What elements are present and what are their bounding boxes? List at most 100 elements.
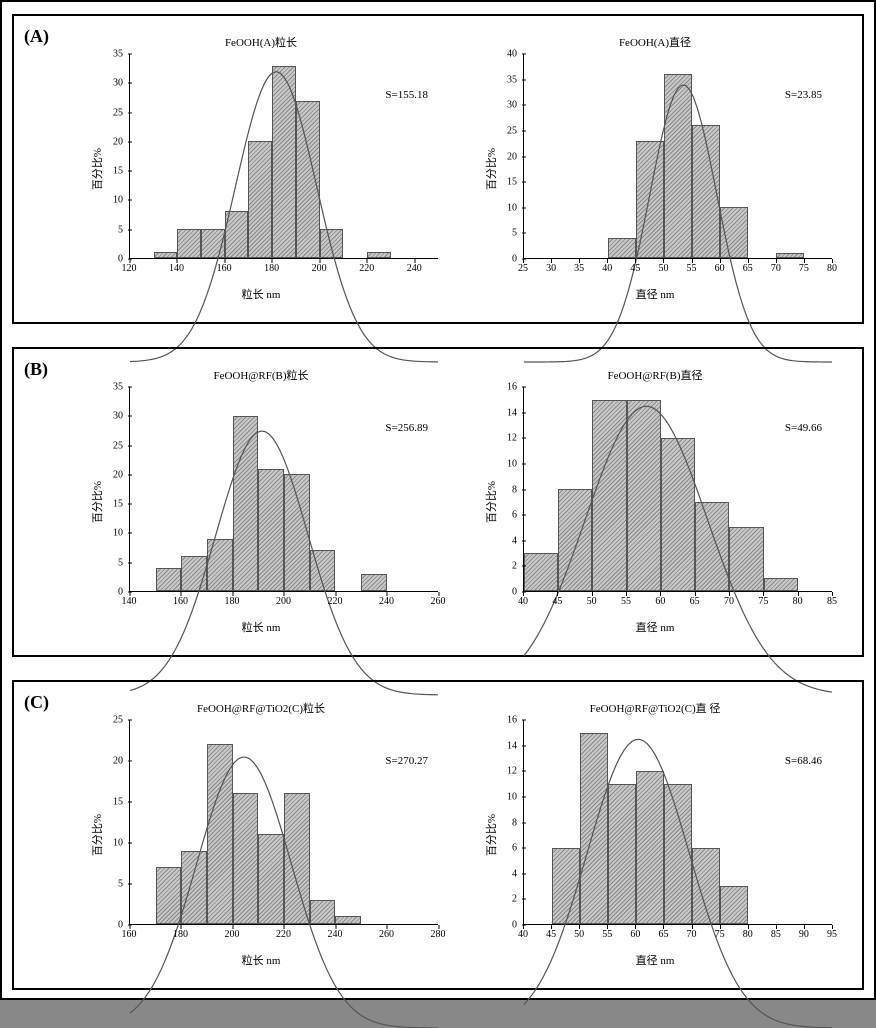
y-ticks: 0246810121416 <box>468 387 521 592</box>
x-tick: 70 <box>771 263 781 274</box>
y-tick: 10 <box>74 838 127 849</box>
y-tick: 12 <box>468 766 521 777</box>
x-tick: 40 <box>518 929 528 940</box>
x-tick: 50 <box>658 263 668 274</box>
x-tick: 80 <box>793 596 803 607</box>
figure-page: (A)FeOOH(A)粒长百分比%粒长 nm051015202530351201… <box>0 0 876 1000</box>
y-tick: 10 <box>468 791 521 802</box>
x-ticks: 253035404550556065707580 <box>523 259 832 274</box>
x-tick: 280 <box>431 929 446 940</box>
x-tick: 200 <box>225 929 240 940</box>
x-ticks: 160180200220240260280 <box>129 925 438 940</box>
y-tick: 20 <box>468 151 521 162</box>
y-tick: 20 <box>74 136 127 147</box>
x-tick: 95 <box>827 929 837 940</box>
x-tick: 55 <box>621 596 631 607</box>
y-tick: 35 <box>468 74 521 85</box>
x-tick: 80 <box>827 263 837 274</box>
y-tick: 10 <box>74 195 127 206</box>
x-tick: 75 <box>799 263 809 274</box>
y-tick: 20 <box>74 756 127 767</box>
y-tick: 30 <box>468 100 521 111</box>
y-tick: 0 <box>468 920 521 931</box>
row-C: (C)FeOOH@RF@TiO2(C)粒长百分比%粒长 nm0510152025… <box>12 680 864 990</box>
x-tick: 240 <box>328 929 343 940</box>
x-tick: 50 <box>574 929 584 940</box>
x-tick: 65 <box>658 929 668 940</box>
s-annotation: S=155.18 <box>385 89 428 101</box>
y-ticks: 0510152025303540 <box>468 54 521 259</box>
x-axis-label: 粒长 nm <box>74 619 448 635</box>
y-tick: 10 <box>468 202 521 213</box>
x-tick: 65 <box>743 263 753 274</box>
y-tick: 15 <box>74 797 127 808</box>
plot-area <box>523 720 832 925</box>
chart-panel: FeOOH@RF(B)粒长百分比%粒长 nm051015202530351401… <box>74 367 448 637</box>
y-tick: 15 <box>468 177 521 188</box>
y-tick: 40 <box>468 49 521 60</box>
x-tick: 220 <box>359 263 374 274</box>
y-tick: 8 <box>468 817 521 828</box>
s-annotation: S=68.46 <box>785 755 822 767</box>
x-tick: 50 <box>587 596 597 607</box>
x-tick: 65 <box>690 596 700 607</box>
y-tick: 30 <box>74 78 127 89</box>
y-tick: 0 <box>74 920 127 931</box>
x-tick: 85 <box>827 596 837 607</box>
plot-area <box>129 720 438 925</box>
plot-area <box>129 54 438 259</box>
y-tick: 35 <box>74 382 127 393</box>
y-ticks: 0246810121416 <box>468 720 521 925</box>
s-annotation: S=256.89 <box>385 422 428 434</box>
x-tick: 180 <box>173 929 188 940</box>
chart-panel: FeOOH@RF(B)直径百分比%直径 nm024681012141640455… <box>468 367 842 637</box>
x-tick: 35 <box>574 263 584 274</box>
x-tick: 220 <box>328 596 343 607</box>
x-axis-label: 直径 nm <box>468 952 842 968</box>
x-tick: 60 <box>715 263 725 274</box>
x-axis-label: 粒长 nm <box>74 286 448 302</box>
row-A: (A)FeOOH(A)粒长百分比%粒长 nm051015202530351201… <box>12 14 864 324</box>
chart-panel: FeOOH@RF@TiO2(C)粒长百分比%粒长 nm0510152025160… <box>74 700 448 970</box>
x-tick: 45 <box>552 596 562 607</box>
chart-title: FeOOH(A)直径 <box>468 34 842 50</box>
x-tick: 140 <box>122 596 137 607</box>
chart-panel: FeOOH(A)粒长百分比%粒长 nm051015202530351201401… <box>74 34 448 304</box>
x-tick: 55 <box>602 929 612 940</box>
s-annotation: S=270.27 <box>385 755 428 767</box>
row-label: (B) <box>24 359 48 380</box>
x-ticks: 120140160180200220240 <box>129 259 438 274</box>
x-tick: 200 <box>312 263 327 274</box>
y-tick: 10 <box>74 528 127 539</box>
x-axis-label: 直径 nm <box>468 286 842 302</box>
x-tick: 45 <box>630 263 640 274</box>
row-B: (B)FeOOH@RF(B)粒长百分比%粒长 nm051015202530351… <box>12 347 864 657</box>
y-tick: 35 <box>74 49 127 60</box>
y-tick: 0 <box>468 587 521 598</box>
y-ticks: 05101520253035 <box>74 54 127 259</box>
x-tick: 75 <box>715 929 725 940</box>
row-label: (C) <box>24 692 49 713</box>
row-label: (A) <box>24 26 49 47</box>
y-tick: 25 <box>74 715 127 726</box>
x-tick: 80 <box>743 929 753 940</box>
x-tick: 240 <box>407 263 422 274</box>
y-tick: 5 <box>74 879 127 890</box>
y-tick: 5 <box>74 557 127 568</box>
y-tick: 14 <box>468 740 521 751</box>
x-tick: 160 <box>122 929 137 940</box>
x-tick: 85 <box>771 929 781 940</box>
x-tick: 140 <box>169 263 184 274</box>
y-tick: 25 <box>74 107 127 118</box>
y-tick: 14 <box>468 407 521 418</box>
y-tick: 4 <box>468 535 521 546</box>
plot-area <box>129 387 438 592</box>
y-tick: 16 <box>468 715 521 726</box>
x-tick: 60 <box>655 596 665 607</box>
x-tick: 25 <box>518 263 528 274</box>
y-tick: 5 <box>468 228 521 239</box>
x-axis-label: 直径 nm <box>468 619 842 635</box>
chart-title: FeOOH@RF(B)直径 <box>468 367 842 383</box>
s-annotation: S=23.85 <box>785 89 822 101</box>
y-tick: 4 <box>468 868 521 879</box>
